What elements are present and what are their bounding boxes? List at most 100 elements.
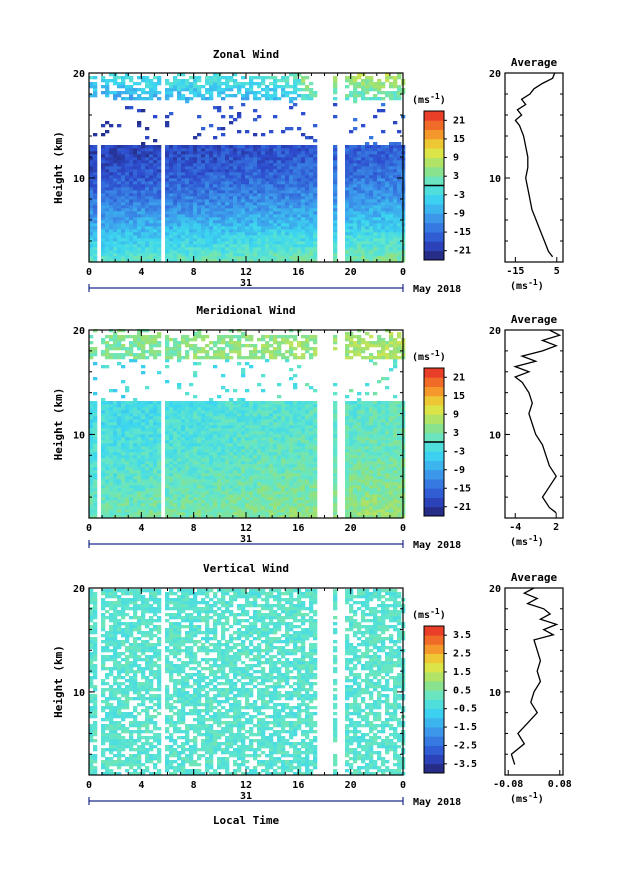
vertical-colorbar-label: 1.5 [453,667,471,678]
vertical-ytick-label: 20 [73,584,85,595]
meridional-xtick-label: 4 [138,523,144,534]
vertical-colorbar-segment [424,736,444,746]
zonal-title: Zonal Wind [213,48,279,61]
zonal-colorbar-segment [424,222,444,233]
zonal-colorbar-label: -15 [453,227,471,238]
meridional-ytick-label: 20 [73,326,85,337]
vertical-profile-ytick-label: 20 [489,584,501,595]
colorbar-unit: (ms-1) [510,278,544,292]
vertical-xtick-label: 12 [240,780,252,791]
vertical-colorbar-segment [424,644,444,654]
zonal-colorbar-segment [424,129,444,140]
zonal-xtick-label: 8 [191,267,197,278]
meridional-colorbar-segment [424,368,444,378]
zonal-colorbar-segment [424,232,444,242]
vertical-profile-line [510,587,559,765]
vertical-ytick-label: 10 [73,688,85,699]
vertical-xtick-label: 0 [86,780,92,791]
vertical-colorbar-segment [424,671,444,682]
zonal-ylabel: Height (km) [52,131,65,204]
meridional-colorbar-segment [424,460,444,471]
meridional-colorbar-label: 15 [453,391,465,402]
zonal-profile-ytick-label: 20 [489,69,501,80]
meridional-ylabel: Height (km) [52,388,65,461]
zonal-date-label: May 2018 [413,284,461,295]
vertical-colorbar-segment [424,690,444,700]
vertical-colorbar-segment [424,763,444,774]
zonal-colorbar-segment [424,241,444,252]
meridional-profile-xtick-label: 2 [553,522,559,533]
zonal-colorbar-label: -3 [453,190,465,201]
zonal-colorbar-segment [424,111,444,121]
vertical-colorbar-segment [424,754,444,765]
colorbar-unit: (ms-1) [510,534,544,548]
vertical-colorbar-label: -0.5 [453,704,477,715]
zonal-colorbar-label: -9 [453,208,465,219]
meridional-colorbar-segment [424,377,444,387]
meridional-profile-ytick-label: 20 [489,326,501,337]
meridional-panel: Meridional Wind 20 10 Height (km) 0 4 8 12 16 20 0… [52,304,564,551]
colorbar-unit: (ms-1) [412,607,446,621]
vertical-colorbar-label: 0.5 [453,685,471,696]
vertical-profile-frame [504,587,564,776]
vertical-colorbar-segment [424,653,444,664]
vertical-colorbar-segment [424,699,444,710]
meridional-colorbar-segment [424,432,444,443]
meridional-profile-ytick-label: 10 [489,430,501,441]
zonal-xtick-label: 16 [292,267,304,278]
vertical-title: Vertical Wind [203,562,289,575]
x-axis-label: Local Time [213,814,280,827]
meridional-colorbar-label: -3 [453,446,465,457]
meridional-colorbar-label: 3 [453,428,459,439]
zonal-colorbar-label: 9 [453,153,459,164]
vertical-colorbar-segment [424,727,444,737]
meridional-xtick-label: 16 [292,523,304,534]
meridional-colorbar-label: -9 [453,465,465,476]
meridional-colorbar-label: -21 [453,502,471,513]
zonal-colorbar-segment [424,120,444,130]
meridional-heatmap [89,329,406,519]
meridional-colorbar-segment [424,423,444,434]
meridional-colorbar-label: 9 [453,409,459,420]
meridional-title: Meridional Wind [196,304,295,317]
meridional-colorbar-label: 21 [453,372,465,383]
zonal-ytick-label: 10 [73,174,85,185]
vertical-day-label: 31 [240,791,252,802]
zonal-colorbar-segment [424,157,444,168]
zonal-panel: Zonal Wind 20 10 Height (km) 0 4 8 12 16 20 0 31 May… [52,48,564,295]
meridional-xtick-label: 8 [191,523,197,534]
zonal-xtick-label: 20 [345,267,357,278]
meridional-colorbar-segment [424,414,444,424]
meridional-colorbar-segment [424,442,444,452]
zonal-colorbar-label: 3 [453,171,459,182]
zonal-profile-xtick-label: -15 [506,266,524,277]
zonal-colorbar-segment [424,185,444,196]
vertical-colorbar-segment [424,745,444,755]
vertical-colorbar-segment [424,717,444,728]
meridional-colorbar-segment [424,488,444,498]
zonal-colorbar-segment [424,204,444,214]
zonal-xtick-label: 0 [400,267,406,278]
vertical-panel: Vertical Wind 20 10 Height (km) 0 4 8 12 16 20 0 31… [52,562,572,808]
meridional-profile-frame [504,329,564,519]
vertical-colorbar-frame [423,625,445,774]
vertical-heatmap [89,589,406,776]
vertical-avg-title: Average [511,571,558,584]
zonal-xtick-label: 0 [86,267,92,278]
meridional-colorbar-segment [424,386,444,397]
vertical-xtick-label: 16 [292,780,304,791]
zonal-colorbar-label: -21 [453,246,471,257]
zonal-colorbar-segment [424,176,444,186]
meridional-colorbar-segment [424,451,444,461]
colorbar-unit: (ms-1) [412,349,446,363]
meridional-profile-line [513,329,562,514]
zonal-colorbar-segment [424,138,444,149]
zonal-profile-ytick-label: 10 [489,174,501,185]
colorbar-unit: (ms-1) [412,92,446,106]
vertical-colorbar-segment [424,681,444,691]
vertical-colorbar-label: -3.5 [453,759,477,770]
zonal-colorbar-label: 15 [453,134,465,145]
vertical-date-label: May 2018 [413,797,461,808]
zonal-colorbar-segment [424,194,444,205]
